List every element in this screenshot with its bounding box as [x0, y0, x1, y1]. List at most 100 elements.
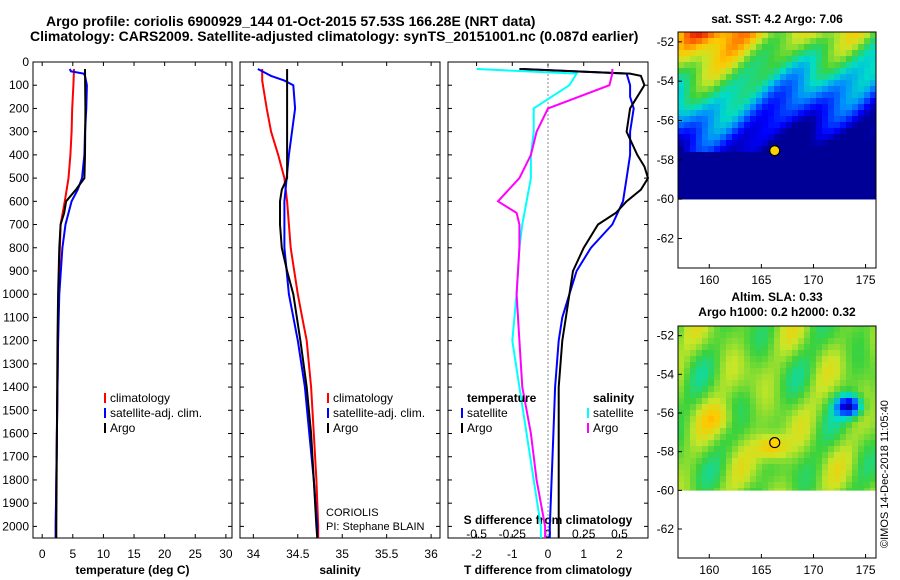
sla-map-cell [810, 392, 817, 399]
sst-map-cell [798, 182, 805, 189]
sla-map-cell [792, 380, 799, 387]
sst-map-cell [732, 92, 739, 99]
sla-map-cell [810, 440, 817, 447]
sst-map-cell [822, 140, 829, 147]
sla-map-cell [798, 344, 805, 351]
sst-map-cell [774, 128, 781, 135]
sst-map-cell [768, 128, 775, 135]
sla-map-cell [744, 428, 751, 435]
sla-map-cell [792, 326, 799, 333]
sst-map-cell [828, 62, 835, 69]
sla-map-cell [798, 350, 805, 357]
sla-map-cell [774, 488, 781, 491]
sst-map-cell [738, 44, 745, 51]
sst-map-cell [798, 56, 805, 63]
sst-map-cell [834, 62, 841, 69]
sla-map-cell [732, 356, 739, 363]
sla-map-cell [810, 338, 817, 345]
sst-map-cell [780, 116, 787, 123]
sst-map-cell [792, 74, 799, 81]
sst-map-cell [858, 74, 865, 81]
sla-map-cell [804, 338, 811, 345]
sla-map-cell [678, 362, 685, 369]
sst-map-cell [726, 86, 733, 93]
sla-map-cell [678, 398, 685, 405]
sla-map-cell [870, 386, 877, 393]
sla-map-cell [786, 428, 793, 435]
sla-map-cell [804, 326, 811, 333]
diff-sal-label: S difference from climatology [464, 513, 633, 527]
sst-map-cell [864, 86, 871, 93]
sal-x-tick-label: 35 [336, 547, 350, 561]
sla-map-cell [762, 422, 769, 429]
sst-map-cell [726, 194, 733, 200]
temp-x-tick-label: 20 [158, 547, 172, 561]
sst-map-cell [702, 134, 709, 141]
sst-map-cell [792, 170, 799, 177]
sla-map-cell [708, 446, 715, 453]
sst-map-cell [774, 62, 781, 69]
sst-map-cell [786, 164, 793, 171]
sst-map-cell [816, 164, 823, 171]
sla-map-cell [726, 440, 733, 447]
sla-map-cell [780, 386, 787, 393]
sst-map-cell [696, 122, 703, 129]
sla-map-cell [864, 476, 871, 483]
sla-map-cell [744, 440, 751, 447]
sst-map-cell [768, 44, 775, 51]
sla-map-cell [768, 488, 775, 491]
sst-map-cell [756, 68, 763, 75]
sla-map-cell [864, 350, 871, 357]
sla-map-cell [786, 338, 793, 345]
sst-map-cell [786, 170, 793, 177]
sst-map-cell [726, 38, 733, 45]
sla-map-cell [690, 362, 697, 369]
sst-map-cell [726, 68, 733, 75]
sst-map-cell [678, 68, 685, 75]
sla-map-cell [792, 422, 799, 429]
temperature-panel: 0100200300400500600700800900100011001200… [2, 55, 233, 577]
sst-map-cell [744, 92, 751, 99]
sla-map-cell [864, 338, 871, 345]
sst-map-cell [834, 182, 841, 189]
sla-map-cell [834, 380, 841, 387]
sla-map-cell [696, 398, 703, 405]
sla-map-cell [786, 446, 793, 453]
sst-map-cell [762, 38, 769, 45]
sst-map-lat-label: -52 [657, 35, 675, 49]
sla-map-cell [846, 350, 853, 357]
sst-map-cell [750, 122, 757, 129]
sla-map-cell [768, 380, 775, 387]
sst-map-cell [828, 128, 835, 135]
sla-map-cell [816, 380, 823, 387]
sst-map-cell [852, 80, 859, 87]
sst-map-cell [810, 38, 817, 45]
sla-map-cell [708, 464, 715, 471]
sla-map-cell [690, 482, 697, 489]
sst-map-cell [732, 140, 739, 147]
sla-map-cell [768, 410, 775, 417]
sla-map-cell [846, 368, 853, 375]
sst-map-cell [726, 98, 733, 105]
sst-map-cell [804, 122, 811, 129]
y-tick-label: 1900 [2, 496, 29, 510]
sst-map-cell [678, 152, 685, 159]
sst-map-cell [822, 38, 829, 45]
sla-map-cell [774, 356, 781, 363]
sla-map-cell [738, 350, 745, 357]
sst-map-cell [732, 32, 739, 39]
sla-map-cell [756, 380, 763, 387]
sla-title-2: Argo h1000: 0.2 h2000: 0.32 [698, 305, 856, 319]
sst-map-frame [677, 31, 877, 269]
sst-map-cell [840, 176, 847, 183]
sst-map-cell [852, 74, 859, 81]
sst-map-cell [774, 188, 781, 195]
sla-map-cell [798, 458, 805, 465]
sla-map-cell [858, 458, 865, 465]
sst-map-cell [822, 188, 829, 195]
sla-map-cell [756, 368, 763, 375]
sla-map-cell [726, 446, 733, 453]
sst-map-cell [828, 104, 835, 111]
sla-map-cell [840, 374, 847, 381]
sst-map-cell [780, 104, 787, 111]
